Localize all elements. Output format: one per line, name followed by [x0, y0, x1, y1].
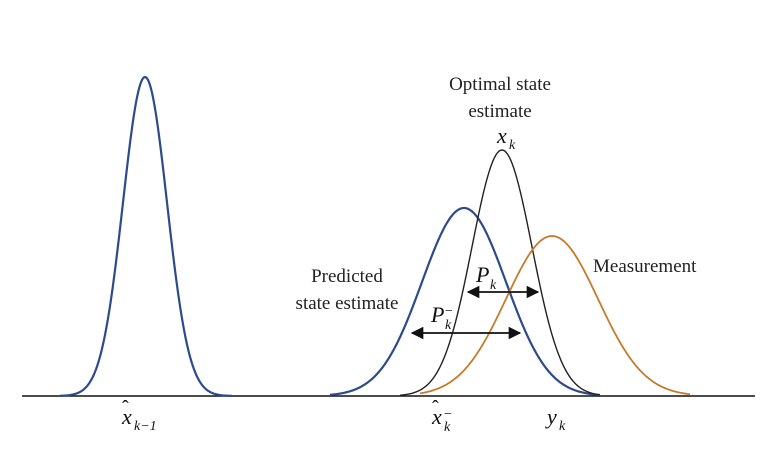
optimal-state-curve: [399, 149, 601, 396]
predicted-state-curve: [329, 206, 601, 397]
xhat-pred-symbol: x: [431, 404, 442, 429]
predicted-label-line1: Predicted: [311, 266, 383, 287]
xhat-prev-symbol: x: [121, 404, 132, 429]
pk-minus-subscript: k: [445, 318, 452, 333]
pk-minus-symbol: P: [430, 302, 444, 327]
xhat-pred-superscript: −: [444, 407, 452, 422]
measurement-curve: [419, 235, 691, 396]
predicted-label-line2: state estimate: [296, 293, 399, 314]
optimal-symbol: x: [496, 123, 507, 148]
optimal-label-line1: Optimal state: [449, 74, 551, 95]
xhat-pred-hat: ˆ: [432, 397, 439, 419]
yk-subscript: k: [559, 419, 566, 434]
pk-symbol: P: [475, 262, 489, 287]
pk-subscript: k: [490, 278, 497, 293]
xhat-prev-hat: ˆ: [122, 397, 129, 419]
optimal-subscript: k: [509, 138, 516, 153]
optimal-label-line2: estimate: [468, 101, 531, 122]
xhat-pred-subscript: k: [444, 420, 451, 435]
pk-minus-superscript: −: [445, 304, 453, 319]
prior-estimate-curve: [59, 75, 233, 397]
xhat-prev-subscript: k−1: [134, 419, 157, 434]
yk-symbol: y: [545, 404, 557, 429]
measurement-label: Measurement: [593, 256, 697, 277]
